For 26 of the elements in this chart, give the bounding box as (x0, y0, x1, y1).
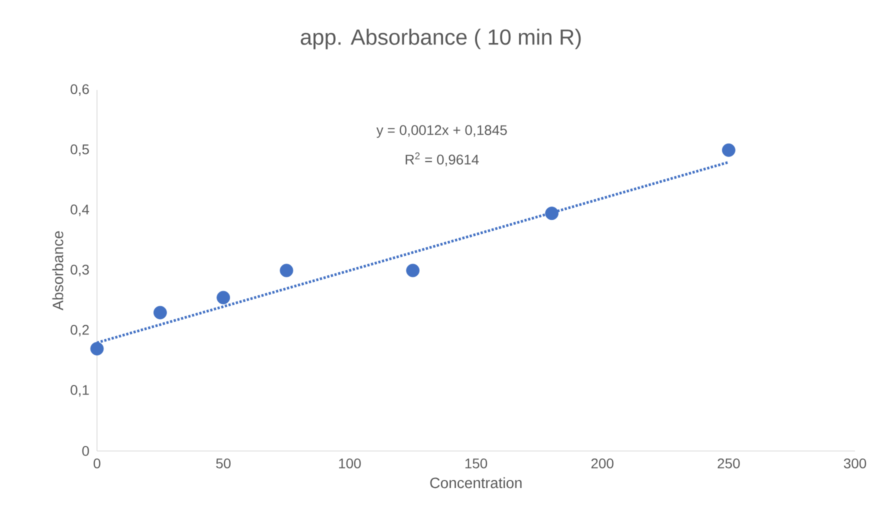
x-tick-label: 300 (844, 458, 866, 468)
point (216, 290, 230, 304)
x-tick-label: 100 (339, 458, 361, 468)
point (280, 264, 294, 278)
y-tick-label: 0 (82, 446, 89, 456)
y-tick-label: 0,3 (70, 264, 89, 276)
x-tick-label: 0 (94, 458, 100, 468)
y-tick-label: 0,2 (70, 324, 89, 336)
point (90, 342, 104, 356)
x-axis-title: Concentration (430, 477, 522, 488)
annotation: R$^{2}$ = 0,9614 (406, 152, 479, 166)
x-tick-label: 200 (591, 458, 614, 468)
point (406, 264, 420, 278)
x-tick-label: 150 (465, 458, 488, 468)
y-tick-label: 0,1 (70, 385, 89, 397)
chart-title: app. Absorbance ( 10 min R) (300, 28, 581, 50)
y-tick-label: 0,5 (70, 144, 89, 156)
y-axis-title: Absorbance (52, 231, 64, 310)
y-tick-label: 0,6 (70, 84, 89, 96)
x-tick-label: 50 (216, 458, 231, 468)
y-tick-label: 0,4 (70, 204, 90, 216)
point (722, 143, 736, 157)
x-tick-label: 250 (718, 458, 740, 468)
annotation: y = 0,0012x + 0,1845 (376, 125, 507, 138)
point (153, 306, 167, 320)
point (545, 206, 559, 220)
